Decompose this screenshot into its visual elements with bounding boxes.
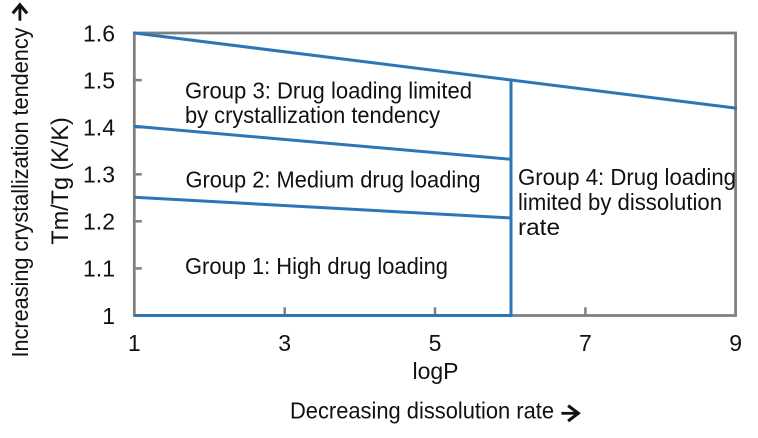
- svg-text:logP: logP: [412, 358, 458, 384]
- svg-text:3: 3: [278, 330, 291, 356]
- svg-text:1.3: 1.3: [83, 162, 115, 188]
- svg-text:9: 9: [729, 330, 742, 356]
- svg-text:5: 5: [429, 330, 442, 356]
- svg-text:1: 1: [128, 330, 141, 356]
- svg-text:1: 1: [102, 303, 115, 329]
- svg-text:Increasing crystallization ten: Increasing crystallization tendency: [7, 27, 33, 357]
- svg-text:Group 1: High drug loading: Group 1: High drug loading: [185, 253, 448, 279]
- svg-text:rate: rate: [518, 214, 560, 240]
- svg-text:1.6: 1.6: [83, 20, 115, 46]
- svg-text:7: 7: [579, 330, 592, 356]
- svg-text:1.1: 1.1: [83, 256, 115, 282]
- svg-text:by crystallization tendency: by crystallization tendency: [185, 102, 440, 128]
- svg-text:limited by dissolution: limited by dissolution: [518, 189, 722, 215]
- svg-text:1.2: 1.2: [83, 209, 115, 235]
- svg-text:Tm/Tg (K/K): Tm/Tg (K/K): [47, 117, 74, 244]
- svg-text:Group 3: Drug loading limited: Group 3: Drug loading limited: [185, 77, 472, 103]
- svg-text:Decreasing dissolution rate: Decreasing dissolution rate: [290, 398, 554, 424]
- svg-text:1.4: 1.4: [83, 115, 115, 141]
- svg-text:Group 4: Drug loading: Group 4: Drug loading: [518, 164, 736, 190]
- svg-text:1.5: 1.5: [83, 67, 115, 93]
- svg-text:Group 2: Medium drug loading: Group 2: Medium drug loading: [186, 167, 481, 193]
